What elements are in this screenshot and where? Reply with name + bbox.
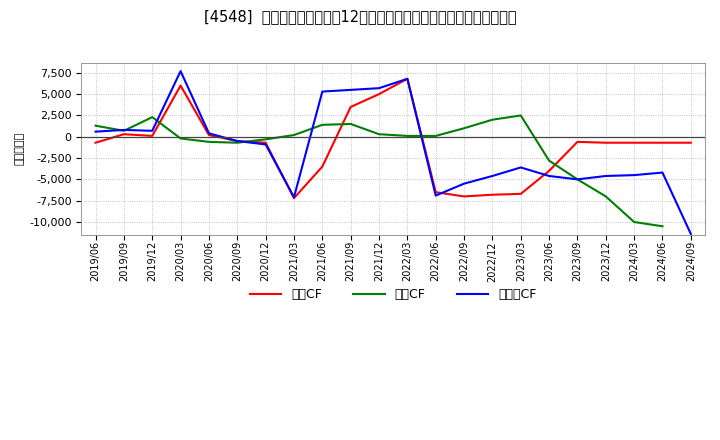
営業CF — [261, 140, 270, 145]
営業CF — [516, 191, 525, 197]
投資CF — [573, 177, 582, 182]
Text: [4548]  キャッシュフローの12か月移動合計の対前年同期増減額の推移: [4548] キャッシュフローの12か月移動合計の対前年同期増減額の推移 — [204, 9, 516, 24]
営業CF — [233, 139, 242, 144]
フリーCF — [516, 165, 525, 170]
営業CF — [346, 104, 355, 110]
投資CF — [460, 125, 469, 131]
フリーCF — [573, 177, 582, 182]
Y-axis label: （百万円）: （百万円） — [15, 132, 25, 165]
フリーCF — [204, 131, 213, 136]
投資CF — [431, 133, 440, 139]
投資CF — [176, 136, 185, 141]
営業CF — [630, 140, 639, 145]
営業CF — [289, 195, 298, 201]
営業CF — [431, 190, 440, 195]
フリーCF — [233, 139, 242, 144]
フリーCF — [545, 173, 554, 179]
営業CF — [374, 92, 383, 97]
営業CF — [460, 194, 469, 199]
投資CF — [374, 132, 383, 137]
フリーCF — [488, 173, 497, 179]
投資CF — [289, 132, 298, 138]
Legend: 営業CF, 投資CF, フリーCF: 営業CF, 投資CF, フリーCF — [245, 283, 541, 306]
営業CF — [545, 168, 554, 173]
営業CF — [91, 140, 100, 145]
営業CF — [686, 140, 695, 145]
投資CF — [545, 158, 554, 163]
Line: 営業CF: 営業CF — [96, 79, 690, 198]
営業CF — [573, 139, 582, 144]
フリーCF — [176, 69, 185, 74]
投資CF — [120, 128, 128, 133]
フリーCF — [630, 172, 639, 178]
フリーCF — [601, 173, 610, 179]
投資CF — [403, 133, 412, 139]
フリーCF — [148, 128, 156, 133]
フリーCF — [460, 181, 469, 186]
投資CF — [630, 220, 639, 225]
フリーCF — [658, 170, 667, 175]
投資CF — [346, 121, 355, 127]
投資CF — [516, 113, 525, 118]
営業CF — [176, 83, 185, 88]
営業CF — [148, 133, 156, 139]
フリーCF — [120, 127, 128, 132]
投資CF — [318, 122, 327, 128]
フリーCF — [403, 76, 412, 81]
フリーCF — [686, 231, 695, 237]
営業CF — [601, 140, 610, 145]
フリーCF — [374, 85, 383, 91]
営業CF — [204, 132, 213, 138]
営業CF — [403, 76, 412, 81]
投資CF — [204, 139, 213, 144]
投資CF — [658, 224, 667, 229]
投資CF — [233, 140, 242, 145]
営業CF — [488, 192, 497, 198]
フリーCF — [346, 87, 355, 92]
Line: フリーCF: フリーCF — [96, 71, 690, 234]
投資CF — [601, 194, 610, 199]
投資CF — [91, 123, 100, 128]
フリーCF — [91, 129, 100, 134]
フリーCF — [431, 193, 440, 198]
Line: 投資CF: 投資CF — [96, 115, 662, 226]
営業CF — [658, 140, 667, 145]
投資CF — [261, 137, 270, 142]
フリーCF — [318, 89, 327, 94]
営業CF — [120, 132, 128, 137]
投資CF — [488, 117, 497, 122]
営業CF — [318, 164, 327, 169]
投資CF — [148, 114, 156, 120]
フリーCF — [289, 194, 298, 200]
フリーCF — [261, 142, 270, 147]
